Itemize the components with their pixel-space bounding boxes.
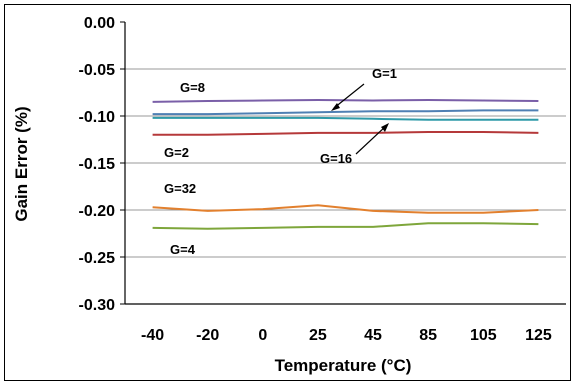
annotation-arrow-g16: [355, 125, 387, 155]
x-tick-label: -20: [196, 327, 219, 344]
x-tick-label: 105: [470, 327, 497, 344]
grid-lines: [120, 21, 566, 305]
annotation-g8: G=8: [180, 80, 205, 95]
x-tick-label: 25: [309, 327, 327, 344]
axes: [124, 22, 566, 305]
y-tick-label: -0.15: [79, 156, 116, 173]
y-tick-label: -0.10: [79, 109, 116, 126]
x-tick-label: 85: [419, 327, 437, 344]
y-tick-label: -0.20: [79, 203, 116, 220]
series-annotations: G=8 G=1 G=16 G=2 G=32 G=4: [164, 66, 397, 257]
chart-frame: [4, 4, 571, 381]
annotation-arrowhead-g1: [331, 103, 340, 111]
annotation-g1: G=1: [372, 66, 397, 81]
y-tick-label: -0.05: [79, 62, 116, 79]
y-axis-title: Gain Error (%): [12, 106, 31, 221]
annotation-g16: G=16: [320, 151, 352, 166]
x-axis-title: Temperature (°C): [275, 356, 412, 375]
annotation-arrow-g1: [333, 83, 365, 109]
annotation-g2: G=2: [164, 145, 189, 160]
series-line-g2: [152, 131, 539, 136]
series-line-g8: [152, 99, 539, 103]
annotation-arrowhead-g16: [381, 123, 389, 132]
series-line-g1: [152, 109, 539, 116]
series-lines: [152, 99, 539, 230]
x-tick-label: -40: [141, 327, 164, 344]
y-tick-label: -0.30: [79, 297, 116, 314]
x-tick-label: 125: [525, 327, 552, 344]
annotation-g4: G=4: [170, 242, 196, 257]
annotation-g32: G=32: [164, 181, 196, 196]
series-line-g16: [152, 116, 539, 121]
x-tick-label: 45: [364, 327, 382, 344]
y-tick-labels: 0.00 -0.05 -0.10 -0.15 -0.20 -0.25 -0.30: [79, 15, 116, 314]
series-line-g4: [152, 222, 539, 230]
series-line-g32: [152, 204, 539, 214]
y-tick-label: -0.25: [79, 250, 116, 267]
y-tick-label: 0.00: [84, 15, 115, 32]
x-tick-label: 0: [258, 327, 267, 344]
x-tick-labels: -40 -20 0 25 45 85 105 125: [141, 327, 552, 344]
